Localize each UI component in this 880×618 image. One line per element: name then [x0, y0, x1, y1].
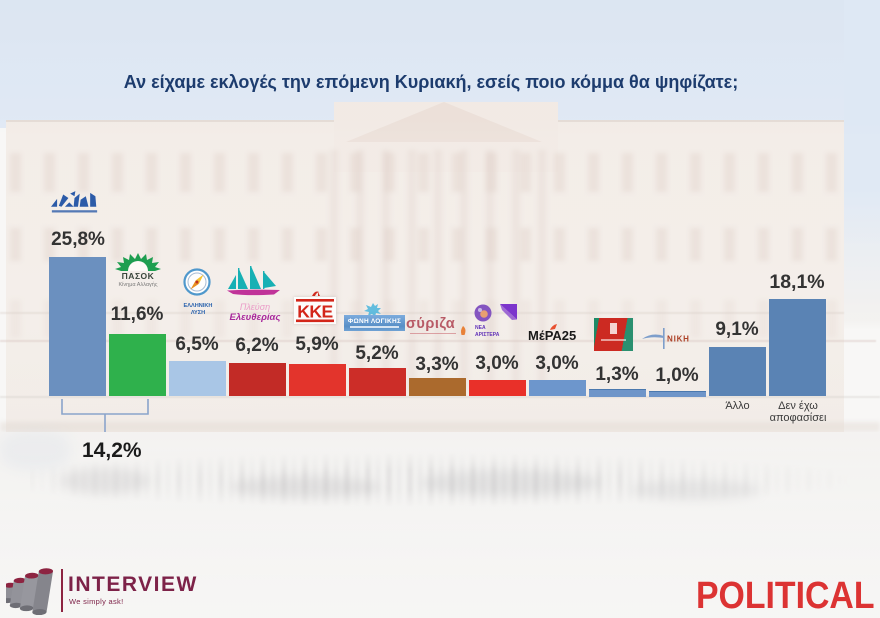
- svg-text:Κίνημα Αλλαγής: Κίνημα Αλλαγής: [119, 281, 158, 288]
- svg-text:KKE: KKE: [297, 302, 332, 322]
- svg-text:ΑΡΙΣΤΕΡΑ: ΑΡΙΣΤΕΡΑ: [475, 332, 500, 338]
- svg-text:ΝΙΚΗ: ΝΙΚΗ: [667, 335, 690, 344]
- svg-text:ΠΑΣΟΚ: ΠΑΣΟΚ: [122, 271, 155, 281]
- svg-text:ΝΕΑ: ΝΕΑ: [475, 325, 486, 331]
- svg-text:ΕΛΛΗΝΙΚΗ: ΕΛΛΗΝΙΚΗ: [184, 303, 213, 309]
- svg-text:Πλεύση: Πλεύση: [240, 302, 270, 312]
- svg-text:ΛΥΣΗ: ΛΥΣΗ: [191, 310, 205, 316]
- svg-text:Ελευθερίας: Ελευθερίας: [230, 312, 282, 323]
